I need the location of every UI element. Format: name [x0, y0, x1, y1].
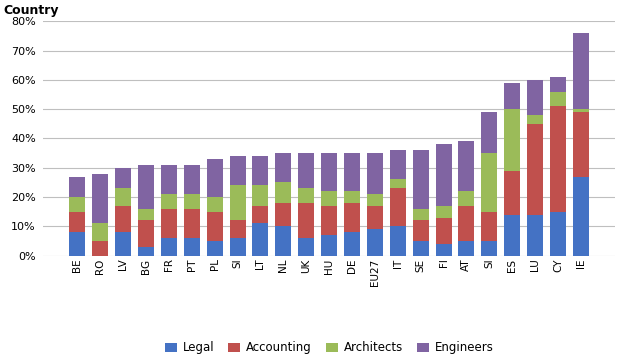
Bar — [458, 241, 474, 256]
Bar — [573, 176, 589, 256]
Bar — [504, 109, 520, 171]
Bar — [481, 241, 497, 256]
Bar — [550, 77, 566, 92]
Bar — [298, 238, 314, 256]
Bar — [344, 232, 360, 256]
Bar — [435, 244, 451, 256]
Bar — [253, 223, 268, 256]
Bar — [253, 206, 268, 223]
Bar — [390, 226, 406, 256]
Bar — [93, 174, 108, 223]
Bar — [116, 188, 131, 206]
Bar — [116, 232, 131, 256]
Bar — [458, 191, 474, 206]
Bar — [367, 194, 383, 206]
Bar — [93, 241, 108, 256]
Bar — [412, 209, 428, 220]
Bar — [70, 176, 86, 197]
Bar — [412, 241, 428, 256]
Bar — [321, 191, 337, 206]
Bar — [207, 197, 223, 212]
Bar — [550, 92, 566, 106]
Bar — [390, 179, 406, 188]
Bar — [230, 156, 246, 185]
Bar — [435, 218, 451, 244]
Bar — [93, 223, 108, 241]
Bar — [367, 153, 383, 194]
Bar — [275, 153, 291, 182]
Bar — [367, 206, 383, 229]
Bar — [527, 124, 543, 214]
Bar — [321, 235, 337, 256]
Bar — [504, 171, 520, 214]
Bar — [161, 194, 177, 209]
Bar — [116, 168, 131, 188]
Bar — [138, 247, 154, 256]
Bar — [230, 220, 246, 238]
Bar — [527, 115, 543, 124]
Bar — [481, 112, 497, 153]
Bar — [550, 212, 566, 256]
Bar — [504, 83, 520, 109]
Bar — [298, 153, 314, 188]
Bar — [253, 185, 268, 206]
Bar — [138, 165, 154, 209]
Bar — [458, 141, 474, 191]
Bar — [161, 165, 177, 194]
Bar — [321, 153, 337, 191]
Bar — [458, 206, 474, 241]
Bar — [184, 165, 200, 194]
Bar — [161, 209, 177, 238]
Bar — [390, 188, 406, 226]
Bar — [138, 209, 154, 220]
Bar — [298, 188, 314, 203]
Bar — [138, 220, 154, 247]
Bar — [435, 144, 451, 206]
Bar — [527, 214, 543, 256]
Bar — [504, 214, 520, 256]
Bar — [275, 203, 291, 226]
Bar — [573, 109, 589, 112]
Bar — [70, 232, 86, 256]
Bar — [573, 33, 589, 109]
Bar — [161, 238, 177, 256]
Bar — [321, 206, 337, 235]
Bar — [344, 203, 360, 232]
Bar — [253, 156, 268, 185]
Bar — [550, 106, 566, 212]
Text: Country: Country — [4, 4, 59, 17]
Bar — [184, 209, 200, 238]
Bar — [207, 159, 223, 197]
Bar — [481, 212, 497, 241]
Bar — [435, 206, 451, 218]
Bar — [344, 153, 360, 191]
Bar — [184, 194, 200, 209]
Bar — [70, 197, 86, 212]
Bar — [527, 80, 543, 115]
Bar — [230, 238, 246, 256]
Bar — [412, 220, 428, 241]
Bar — [367, 229, 383, 256]
Bar — [573, 112, 589, 176]
Bar — [275, 226, 291, 256]
Bar — [116, 206, 131, 232]
Bar — [70, 212, 86, 232]
Bar — [184, 238, 200, 256]
Bar — [207, 241, 223, 256]
Bar — [481, 153, 497, 212]
Bar — [412, 150, 428, 209]
Legend: Legal, Accounting, Architects, Engineers: Legal, Accounting, Architects, Engineers — [160, 337, 498, 355]
Bar — [275, 182, 291, 203]
Bar — [390, 150, 406, 179]
Bar — [298, 203, 314, 238]
Bar — [230, 185, 246, 220]
Bar — [344, 191, 360, 203]
Bar — [207, 212, 223, 241]
